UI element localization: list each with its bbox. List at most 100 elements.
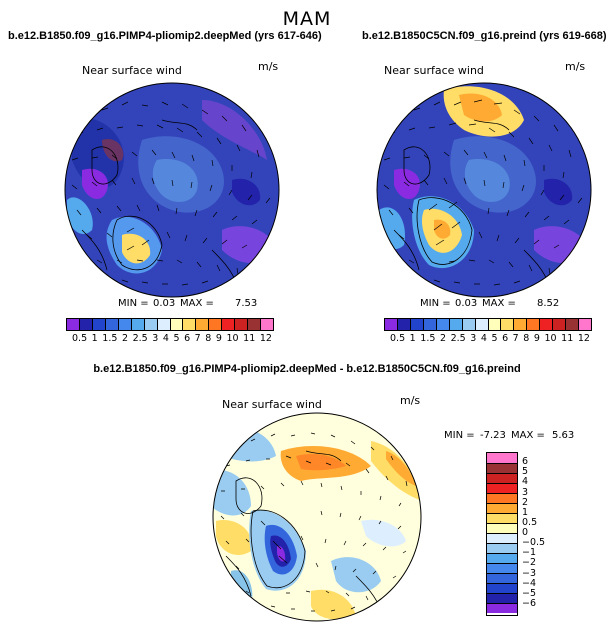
colorbar-swatch <box>487 453 517 463</box>
colorbar-tick-label: 12 <box>259 333 272 344</box>
colorbar-swatch <box>487 473 517 483</box>
colorbar-tick-label: 10 <box>544 333 557 344</box>
colorbar-tick-label: 2 <box>522 496 529 508</box>
panel-2-min-value: 0.03 <box>455 298 478 309</box>
colorbar-tick-label: 8 <box>205 333 212 344</box>
colorbar-tick-label: 7 <box>194 333 201 344</box>
panel-3-units: m/s <box>400 394 421 407</box>
colorbar-tick-label: 1.5 <box>102 333 118 344</box>
colorbar-tick-label: 1 <box>409 333 416 344</box>
panel-3-min-label: MIN = <box>444 430 475 441</box>
colorbar-tick-label: 0.5 <box>72 333 88 344</box>
panel-2-colorbar-labels: 0.5 1 1.5 2 2.5 3 4 5 6 7 8 9 10 11 12 <box>390 333 590 344</box>
panel-1-colorbar-labels: 0.5 1 1.5 2 2.5 3 4 5 6 7 8 9 10 11 12 <box>72 333 272 344</box>
colorbar-swatch <box>91 319 105 330</box>
panel-3-variable: Near surface wind <box>222 398 322 411</box>
colorbar-swatch <box>448 319 462 330</box>
colorbar-swatch <box>130 319 144 330</box>
colorbar-tick-label: 1 <box>91 333 98 344</box>
colorbar-tick-label: 8 <box>523 333 530 344</box>
colorbar-swatch <box>487 603 517 613</box>
colorbar-tick-label: 4 <box>162 333 169 344</box>
colorbar-tick-label: 2 <box>439 333 446 344</box>
colorbar-tick-label: 11 <box>243 333 256 344</box>
colorbar-swatch <box>78 319 92 330</box>
colorbar-tick-label: 0.5 <box>522 516 538 528</box>
colorbar-tick-label: −0.5 <box>522 537 546 549</box>
colorbar-tick-label: 4 <box>522 476 529 488</box>
colorbar-swatch <box>461 319 475 330</box>
panel-1-title: b.e12.B1850.f09_g16.PIMP4-pliomip2.deepM… <box>8 30 322 42</box>
panel-3-polar-map <box>212 412 422 622</box>
colorbar-tick-label: 9 <box>533 333 540 344</box>
colorbar-swatch <box>487 543 517 553</box>
colorbar-swatch <box>487 463 517 473</box>
panel-1-variable: Near surface wind <box>82 64 182 77</box>
colorbar-tick-label: 11 <box>561 333 574 344</box>
panel-3-min-value: -7.23 <box>480 430 506 441</box>
colorbar-swatch <box>487 593 517 603</box>
colorbar-tick-label: 6 <box>502 333 509 344</box>
colorbar-swatch <box>487 493 517 503</box>
colorbar-swatch <box>526 319 540 330</box>
panel-1-min-label: MIN = <box>118 298 149 309</box>
colorbar-tick-label: 5 <box>173 333 180 344</box>
colorbar-tick-label: −4 <box>522 577 537 589</box>
colorbar-tick-label: 10 <box>226 333 239 344</box>
colorbar-tick-label: −1 <box>522 547 537 559</box>
colorbar-swatch <box>385 319 397 330</box>
colorbar-tick-label: 2.5 <box>450 333 466 344</box>
colorbar-swatch <box>565 319 579 330</box>
colorbar-swatch <box>422 319 436 330</box>
colorbar-swatch <box>143 319 157 330</box>
colorbar-swatch <box>487 319 501 330</box>
colorbar-swatch <box>208 319 222 330</box>
colorbar-swatch <box>487 533 517 543</box>
colorbar-tick-label: 0.5 <box>390 333 406 344</box>
panel-2-min-label: MIN = <box>420 298 451 309</box>
panel-1-min-value: 0.03 <box>153 298 176 309</box>
colorbar-swatch <box>104 319 118 330</box>
colorbar-swatch <box>487 483 517 493</box>
colorbar-swatch <box>396 319 410 330</box>
panel-2-colorbar <box>384 318 592 331</box>
panel-2-max-value: 8.52 <box>537 298 560 309</box>
colorbar-swatch <box>234 319 248 330</box>
colorbar-swatch <box>117 319 131 330</box>
panel-1-colorbar <box>66 318 274 331</box>
colorbar-tick-label: 3 <box>152 333 159 344</box>
colorbar-swatch <box>409 319 423 330</box>
panel-2-max-label: MAX = <box>482 298 516 309</box>
colorbar-swatch <box>513 319 527 330</box>
colorbar-swatch <box>67 319 79 330</box>
colorbar-swatch <box>500 319 514 330</box>
colorbar-swatch <box>195 319 209 330</box>
colorbar-swatch <box>435 319 449 330</box>
panel-2-units: m/s <box>565 60 586 73</box>
panel-2-polar-map <box>376 82 592 298</box>
colorbar-tick-label: 7 <box>512 333 519 344</box>
colorbar-swatch <box>487 553 517 563</box>
panel-2-variable: Near surface wind <box>384 64 484 77</box>
colorbar-tick-label: 2 <box>121 333 128 344</box>
colorbar-swatch <box>487 503 517 513</box>
panel-1-polar-map <box>64 82 280 298</box>
colorbar-tick-label: 1 <box>522 506 529 518</box>
colorbar-tick-label: 3 <box>470 333 477 344</box>
colorbar-tick-label: 6 <box>522 456 529 468</box>
colorbar-swatch <box>487 583 517 593</box>
colorbar-tick-label: 0 <box>522 527 529 538</box>
colorbar-tick-label: 5 <box>522 466 529 478</box>
panel-3-max-value: 5.63 <box>552 430 575 441</box>
colorbar-tick-label: 2.5 <box>132 333 148 344</box>
colorbar-swatch <box>487 573 517 583</box>
panel-3-colorbar-labels: 6 5 4 3 2 1 0.5 0 −0.5 −1 −2 −3 −4 −5 −6 <box>522 452 562 614</box>
season-title: MAM <box>282 8 332 30</box>
colorbar-tick-label: 4 <box>480 333 487 344</box>
colorbar-swatch <box>578 319 591 330</box>
colorbar-tick-label: −2 <box>522 557 537 569</box>
colorbar-swatch <box>487 523 517 533</box>
colorbar-swatch <box>539 319 553 330</box>
panel-1-max-label: MAX = <box>180 298 214 309</box>
colorbar-swatch <box>474 319 488 330</box>
